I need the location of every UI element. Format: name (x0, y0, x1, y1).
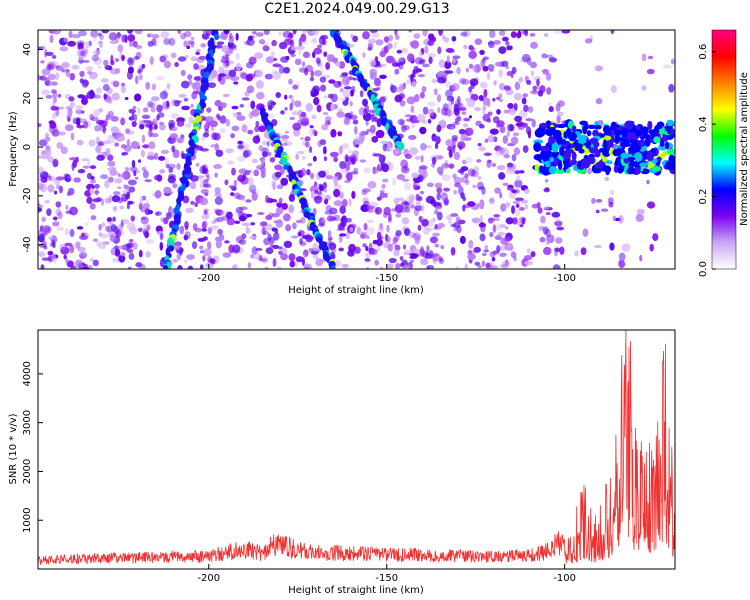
spectrogram-y-tick-label: 20 (22, 92, 33, 105)
colorbar-tick-label: 0.0 (698, 261, 709, 277)
colorbar: 0.0 0.2 0.4 0.6 Normalized spectral amplitu… (698, 29, 750, 277)
snr-y-axis-label: SNR (10 * v/v) (8, 413, 19, 484)
colorbar-tick-label: 0.4 (698, 116, 709, 132)
spectrogram-x-tick-label: -150 (375, 273, 398, 284)
snr-plot: -200 -150 -100 1000 2000 3000 4000 Height of … (8, 329, 676, 596)
snr-x-tick-label: -100 (553, 573, 576, 584)
snr-frame (37, 329, 676, 570)
snr-y-tick-label: 3000 (22, 410, 33, 435)
spectrogram-y-tick-label: 0 (22, 144, 33, 150)
spectrogram-x-tick-label: -200 (197, 273, 220, 284)
colorbar-tick-label: 0.6 (698, 44, 709, 60)
snr-x-tick-label: -150 (375, 573, 398, 584)
chart-title: C2E1.2024.049.00.29.G13 (264, 1, 450, 17)
snr-y-tick-label: 2000 (22, 459, 33, 484)
spectrogram-y-axis-label: Frequency (Hz) (8, 111, 19, 187)
snr-y-tick-label: 1000 (22, 507, 33, 532)
spectrogram-y-tick-label: -40 (22, 236, 33, 252)
spectrogram-y-tick-label: -20 (22, 188, 33, 204)
snr-x-axis-label: Height of straight line (km) (288, 585, 424, 596)
snr-y-tick-label: 4000 (22, 361, 33, 386)
colorbar-label: Normalized spectral amplitude (739, 72, 750, 226)
spectrogram-streak-3 (329, 30, 405, 151)
spectrogram-band (532, 119, 675, 176)
spectrogram-frame (37, 29, 676, 270)
spectrogram-x-tick-label: -100 (553, 273, 576, 284)
colorbar-tick-label: 0.2 (698, 189, 709, 205)
snr-series-line (38, 330, 675, 566)
spectrogram-streak-1 (162, 30, 220, 269)
colorbar-scale (711, 29, 737, 270)
spectrogram-y-tick-label: 40 (22, 43, 33, 56)
spectrogram-streak-2 (259, 107, 336, 269)
spectrogram-x-axis-label: Height of straight line (km) (288, 285, 424, 296)
snr-x-tick-label: -200 (197, 573, 220, 584)
